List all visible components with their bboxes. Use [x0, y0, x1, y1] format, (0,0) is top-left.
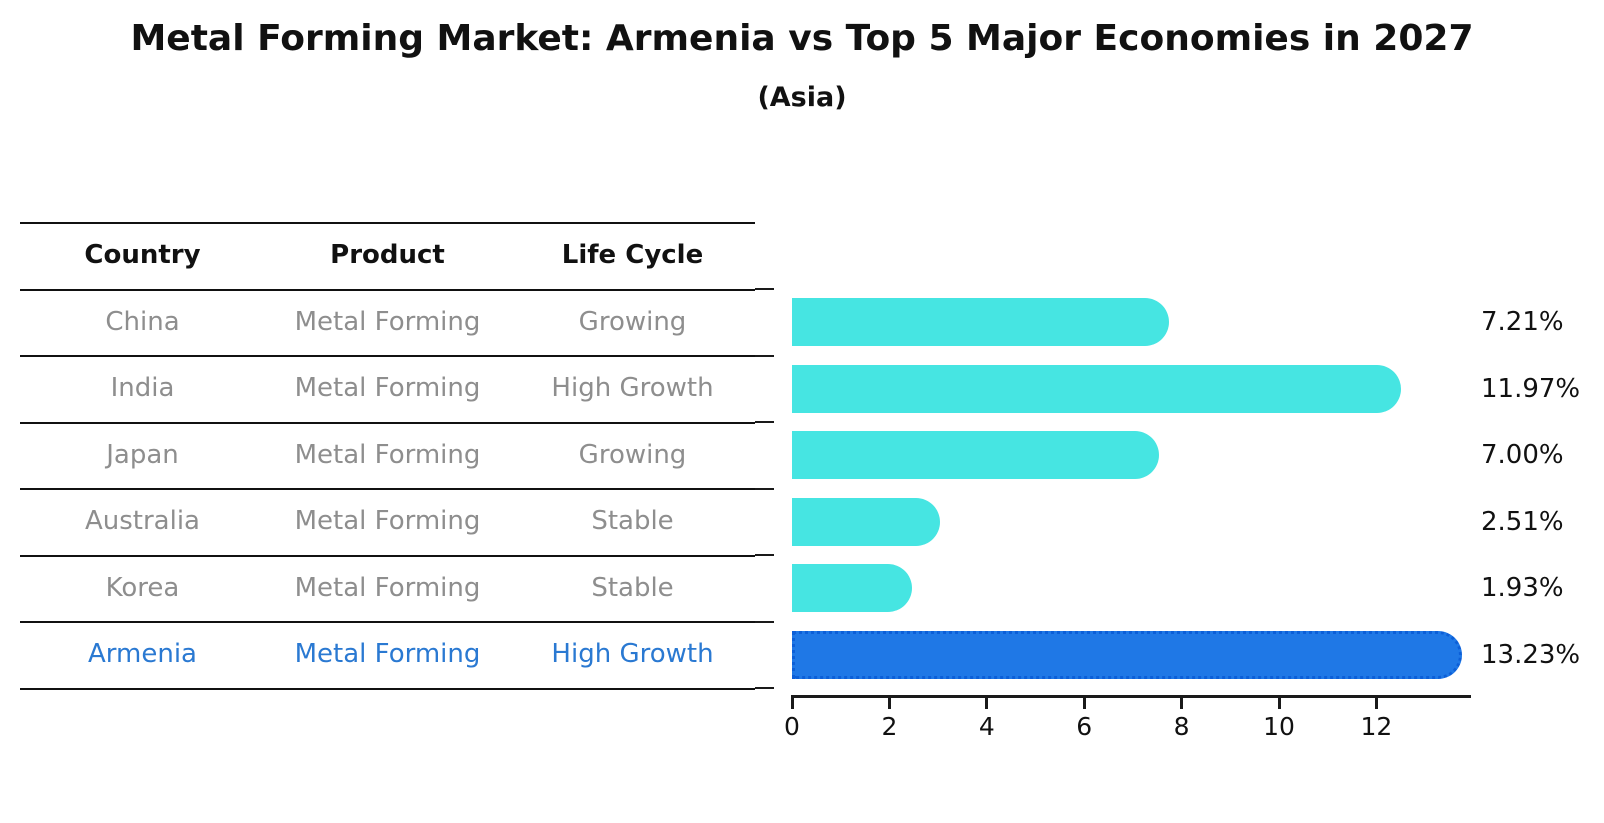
x-tick-label: 2 [881, 712, 898, 741]
bar-value-label: 13.23% [1481, 639, 1581, 670]
table-rule-line [20, 621, 755, 623]
x-tick [985, 695, 989, 709]
x-tick [1082, 695, 1086, 709]
x-tick-label: 12 [1360, 712, 1393, 741]
cell-product: Metal Forming [294, 439, 481, 470]
table-rule-line [20, 687, 755, 690]
x-tick-label: 8 [1173, 712, 1190, 741]
bar-value-label: 7.00% [1481, 440, 1564, 471]
x-tick [1277, 695, 1281, 709]
cell-country: China [105, 306, 180, 337]
bar-china [792, 298, 1170, 347]
y-tick [755, 354, 774, 357]
x-tick-label: 6 [1076, 712, 1093, 741]
x-tick [790, 695, 794, 709]
cell-product: Metal Forming [294, 506, 481, 537]
table-row-korea: Korea Metal Forming Stable [20, 555, 755, 622]
bar-korea [792, 564, 912, 613]
col-header-country: Country [84, 240, 201, 271]
cell-country: India [110, 373, 175, 404]
cell-product: Metal Forming [294, 306, 481, 337]
table-rule-line [20, 488, 755, 490]
table-row-armenia: Armenia Metal Forming High Growth [20, 621, 755, 688]
cell-product: Metal Forming [294, 639, 481, 670]
col-header-lifecycle: Life Cycle [561, 240, 704, 271]
bar-value-label: 2.51% [1481, 506, 1564, 537]
cell-country: Armenia [88, 639, 197, 670]
y-tick [755, 554, 774, 556]
bar-australia [792, 497, 941, 546]
cell-lifecycle: High Growth [551, 373, 714, 404]
cell-product: Metal Forming [294, 373, 481, 404]
y-tick [755, 487, 774, 490]
cell-lifecycle: Growing [578, 306, 687, 337]
table-rule-line [20, 222, 755, 224]
cell-lifecycle: Stable [591, 506, 674, 537]
table-rule-line [20, 554, 755, 557]
bar-armenia [792, 630, 1463, 679]
table-header-row: Country Product Life Cycle [20, 222, 755, 289]
bar-japan [792, 431, 1159, 480]
bar-value-label: 7.21% [1481, 307, 1564, 338]
table-row-china: China Metal Forming Growing [20, 289, 755, 356]
country-table: Country Product Life Cycle China Metal F… [20, 222, 755, 690]
y-tick [755, 687, 774, 689]
cell-lifecycle: Stable [591, 572, 674, 603]
table-rule-line [20, 355, 755, 357]
table-rule-line [20, 288, 755, 291]
cell-lifecycle: High Growth [551, 639, 714, 670]
bar-value-label: 11.97% [1481, 373, 1581, 404]
y-tick [755, 288, 774, 290]
x-tick [887, 695, 891, 709]
x-tick-label: 10 [1263, 712, 1295, 741]
table-rule-line [20, 421, 755, 424]
cell-country: Australia [84, 506, 200, 537]
col-header-product: Product [330, 240, 445, 271]
table-row-australia: Australia Metal Forming Stable [20, 488, 755, 555]
chart-subtitle: (Asia) [757, 82, 847, 113]
table-row-japan: Japan Metal Forming Growing [20, 422, 755, 489]
cell-country: Korea [105, 572, 180, 603]
bar-value-label: 1.93% [1481, 573, 1564, 604]
x-tick [1374, 695, 1378, 709]
x-tick-label: 4 [978, 712, 995, 741]
cell-product: Metal Forming [294, 572, 481, 603]
x-tick-label: 0 [784, 712, 800, 741]
cell-lifecycle: Growing [578, 439, 687, 470]
cell-country: Japan [106, 439, 179, 470]
y-tick [755, 620, 774, 623]
bar-india [792, 364, 1401, 413]
chart-title: Metal Forming Market: Armenia vs Top 5 M… [130, 18, 1474, 59]
table-row-india: India Metal Forming High Growth [20, 355, 755, 422]
y-tick [755, 421, 774, 423]
x-tick [1180, 695, 1184, 709]
x-axis-line [792, 695, 1472, 698]
